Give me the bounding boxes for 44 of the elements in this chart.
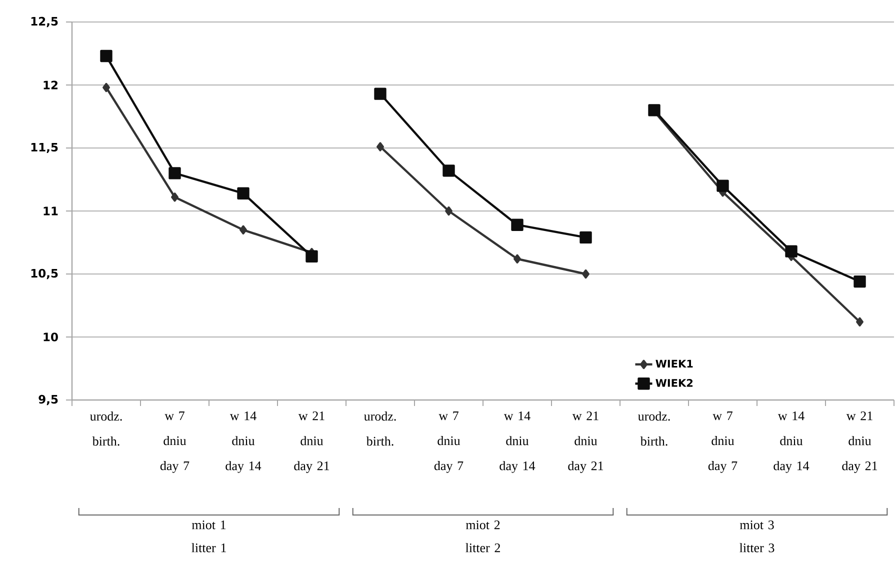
point [237,187,250,200]
category-label: urodz. birth. [638,412,670,446]
category-label: w 21 dniu day 21 [294,412,330,473]
point [306,250,318,262]
category-label: w 21 dniu day 21 [842,412,878,473]
y-tick-label: 11 [44,206,58,216]
text: miot 2 litter 2 [466,520,500,552]
category-label: w 7 dniu day 7 [434,412,464,473]
point [168,167,181,180]
text: miot 1 litter 1 [192,520,226,552]
category-label: urodz. birth. [90,412,122,446]
text: miot 3 litter 3 [740,520,774,552]
y-tick-label: 10 [44,332,58,342]
point [445,206,452,216]
category-label: w 7 dniu day 7 [160,412,190,473]
point [240,225,247,234]
point [100,50,112,62]
point [582,269,590,279]
category-label: w 14 dniu day 14 [226,412,262,473]
point [580,231,592,244]
y-tick-label: 9,5 [38,394,58,406]
point [442,164,455,177]
point [856,317,864,326]
point [648,104,660,116]
point [854,275,866,288]
point [171,192,178,202]
category-label: w 14 dniu day 14 [774,412,810,473]
category-label: w 14 dniu day 14 [500,412,536,473]
legend-label: WIEK1 [656,360,693,368]
point [785,245,798,258]
category-label: urodz. birth. [364,412,396,446]
legend-label: WIEK2 [656,378,693,387]
point [102,82,110,92]
point [376,142,384,152]
y-tick-label: 12,5 [31,16,58,28]
point [716,180,729,192]
y-tick-label: 11,5 [31,142,58,154]
category-label: w 21 dniu day 21 [568,412,604,473]
category-label: w 7 dniu day 7 [708,412,738,473]
point [374,88,386,100]
y-tick-label: 12 [44,80,58,90]
point [511,218,524,231]
y-tick-label: 10,5 [31,268,58,280]
point [514,254,521,264]
